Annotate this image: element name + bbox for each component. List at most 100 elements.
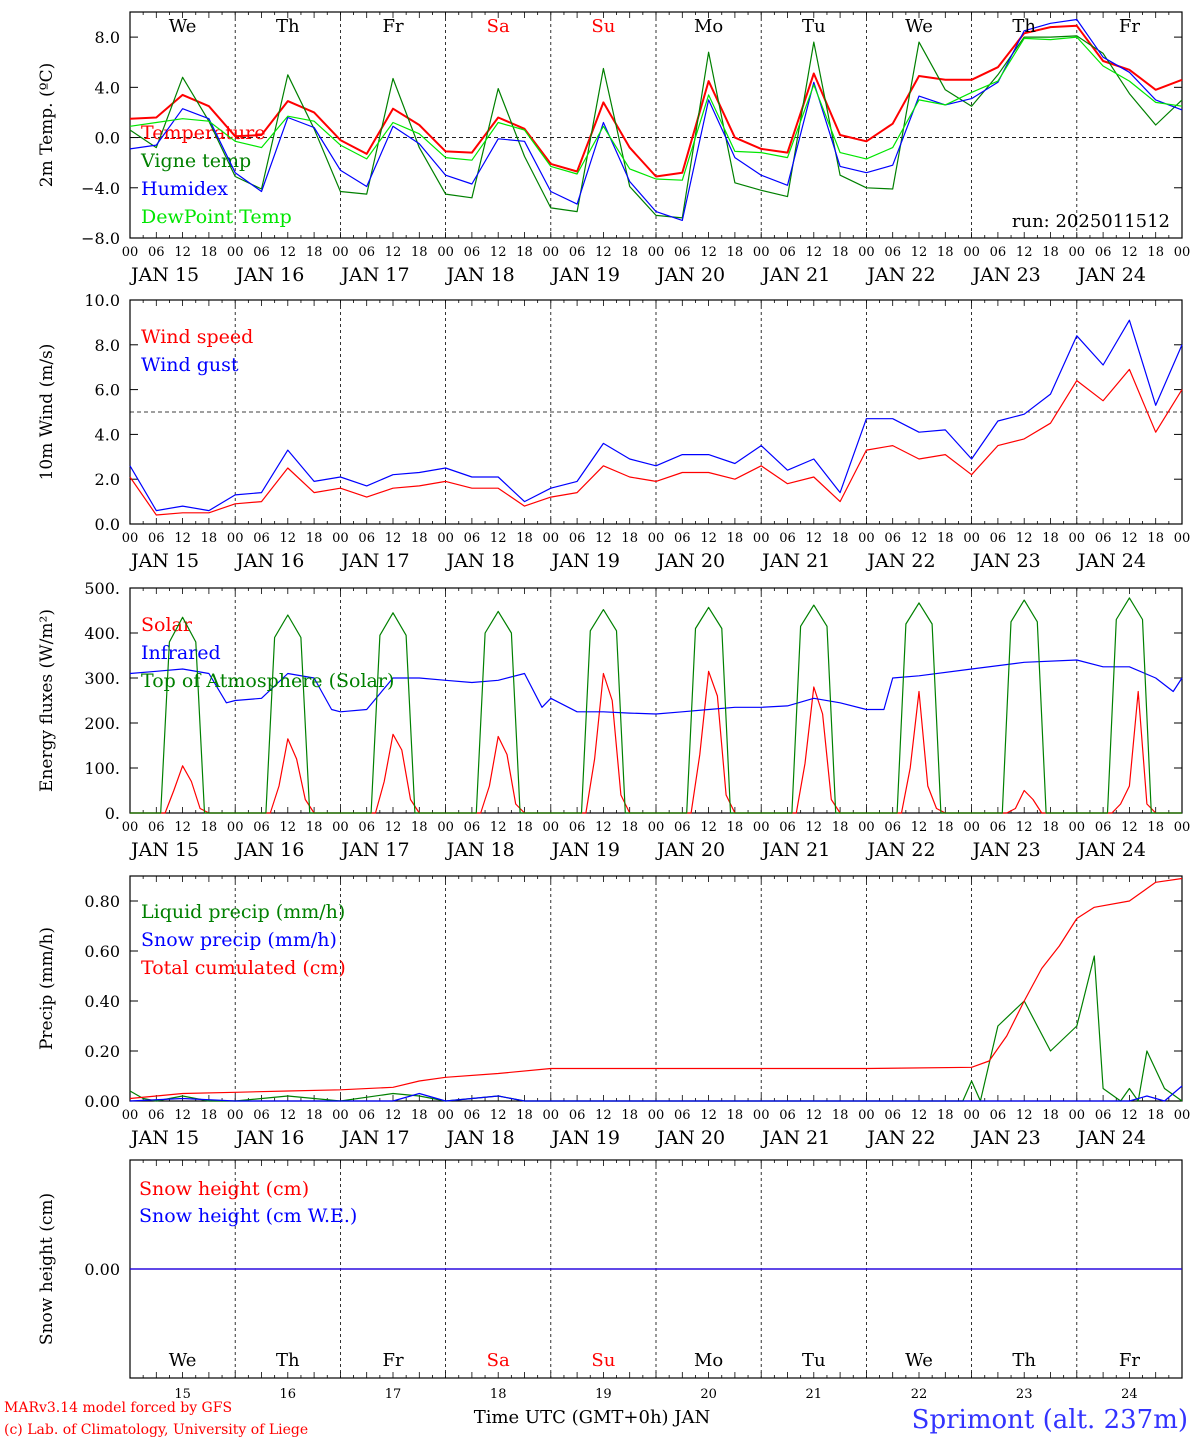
date-label: JAN 24 <box>1076 839 1146 861</box>
y-tick-label: −8.0 <box>81 229 120 248</box>
date-label: JAN 24 <box>1076 550 1146 572</box>
hour-tick-label: 12 <box>490 531 507 546</box>
hour-tick-label: 00 <box>332 245 349 260</box>
hour-tick-label: 18 <box>306 820 323 835</box>
hour-tick-label: 00 <box>543 245 560 260</box>
hour-tick-label: 00 <box>437 820 454 835</box>
hour-tick-label: 12 <box>700 245 717 260</box>
hour-tick-label: 12 <box>1121 531 1138 546</box>
date-label: JAN 17 <box>339 1127 409 1149</box>
hour-tick-label: 18 <box>516 531 533 546</box>
series-line-vigne-temp <box>129 35 1183 219</box>
date-label: JAN 20 <box>655 550 725 572</box>
hour-tick-label: 18 <box>1042 245 1059 260</box>
panel-5: 0.00 Snow height (cm) Snow height (cm) Snow… <box>37 1159 1183 1402</box>
hour-tick-label: 00 <box>437 1108 454 1123</box>
run-label: run: 2025011512 <box>1012 211 1170 232</box>
hour-tick-label: 18 <box>201 531 218 546</box>
date-label: JAN 18 <box>445 550 515 572</box>
date-label: JAN 18 <box>445 839 515 861</box>
hour-tick-label: 18 <box>937 245 954 260</box>
hour-tick-label: 12 <box>385 245 402 260</box>
hour-tick-label: 06 <box>569 820 586 835</box>
hour-tick-label: 06 <box>253 531 270 546</box>
date-label: JAN 21 <box>760 550 830 572</box>
hour-tick-label: 06 <box>253 1108 270 1123</box>
y-tick-label: −4.0 <box>81 179 120 198</box>
hour-tick-label: 12 <box>806 531 823 546</box>
hour-tick-label: 00 <box>122 531 139 546</box>
hour-tick-label: 06 <box>358 820 375 835</box>
hour-tick-label: 18 <box>411 820 428 835</box>
weekday-label: We <box>169 16 197 37</box>
hour-tick-label: 06 <box>253 820 270 835</box>
hour-tick-label: 12 <box>806 245 823 260</box>
hour-tick-label: 18 <box>1147 245 1164 260</box>
date-label: JAN 21 <box>760 1127 830 1149</box>
hour-tick-label: 06 <box>884 245 901 260</box>
hour-tick-label: 06 <box>464 1108 481 1123</box>
hour-tick-label: 00 <box>1174 820 1191 835</box>
hour-tick-label: 00 <box>1069 1108 1086 1123</box>
hour-tick-label: 12 <box>595 245 612 260</box>
day-number-label: 22 <box>911 1387 928 1402</box>
hour-tick-label: 06 <box>1095 245 1112 260</box>
hour-tick-label: 06 <box>569 245 586 260</box>
weekday-label: We <box>169 1350 197 1371</box>
weekday-label: Tu <box>802 1350 826 1371</box>
station-name: Sprimont (alt. 237m) <box>912 1405 1188 1435</box>
hour-tick-label: 06 <box>674 245 691 260</box>
day-number-label: 19 <box>595 1387 612 1402</box>
weekday-label: Th <box>276 16 300 37</box>
hour-tick-label: 12 <box>595 1108 612 1123</box>
hour-tick-label: 18 <box>411 245 428 260</box>
hour-tick-label: 12 <box>385 1108 402 1123</box>
hour-tick-label: 18 <box>727 245 744 260</box>
hour-tick-label: 06 <box>990 820 1007 835</box>
date-label: JAN 19 <box>550 1127 620 1149</box>
weekday-label: Fr <box>382 1350 403 1371</box>
hour-tick-label: 12 <box>280 820 297 835</box>
hour-tick-label: 18 <box>1042 531 1059 546</box>
hour-tick-label: 06 <box>148 820 165 835</box>
y-tick-label: 0. <box>105 804 120 823</box>
date-label: JAN 21 <box>760 839 830 861</box>
hour-tick-label: 00 <box>753 531 770 546</box>
date-label: JAN 20 <box>655 1127 725 1149</box>
panel-2: 0.0 2.0 4.0 6.0 8.0 10.0 10m Wind (m/s) Wind sp… <box>37 291 1190 572</box>
hour-tick-label: 06 <box>1095 531 1112 546</box>
hour-tick-label: 18 <box>621 1108 638 1123</box>
day-number-label: 16 <box>280 1387 297 1402</box>
legend-entry: Snow precip (mm/h) <box>141 929 337 951</box>
hour-tick-label: 18 <box>1147 1108 1164 1123</box>
y-tick-label: 100. <box>84 759 120 778</box>
hour-tick-label: 00 <box>858 820 875 835</box>
hour-tick-label: 06 <box>779 820 796 835</box>
y-axis-title: 10m Wind (m/s) <box>37 344 57 481</box>
hour-tick-label: 18 <box>201 820 218 835</box>
footer: MARv3.14 model forced by GFS (c) Lab. of… <box>4 1400 1188 1438</box>
panel-3: 0. 100. 200. 300. 400. 500. Energy fluxes (W/m… <box>37 579 1190 861</box>
hour-tick-label: 00 <box>963 245 980 260</box>
hour-tick-label: 06 <box>1095 1108 1112 1123</box>
y-tick-label: 2.0 <box>95 470 120 489</box>
hour-tick-label: 00 <box>1069 531 1086 546</box>
hour-tick-label: 00 <box>122 820 139 835</box>
y-tick-label: 0.00 <box>84 1092 120 1111</box>
hour-tick-label: 18 <box>1042 820 1059 835</box>
hour-tick-label: 12 <box>700 820 717 835</box>
y-tick-label: 500. <box>84 579 120 598</box>
hour-tick-label: 06 <box>569 531 586 546</box>
date-label: JAN 15 <box>129 1127 199 1149</box>
hour-tick-label: 12 <box>490 820 507 835</box>
y-tick-label: 10.0 <box>84 291 120 310</box>
hour-tick-label: 00 <box>332 1108 349 1123</box>
hour-tick-label: 00 <box>1174 531 1191 546</box>
y-axis-title: 2m Temp. (ºC) <box>37 63 57 188</box>
series-line-temperature <box>129 24 1183 178</box>
y-tick-label: 8.0 <box>95 28 120 47</box>
legend-entry: Total cumulated (cm) <box>141 957 346 979</box>
hour-tick-label: 12 <box>595 820 612 835</box>
day-number-label: 23 <box>1016 1387 1033 1402</box>
